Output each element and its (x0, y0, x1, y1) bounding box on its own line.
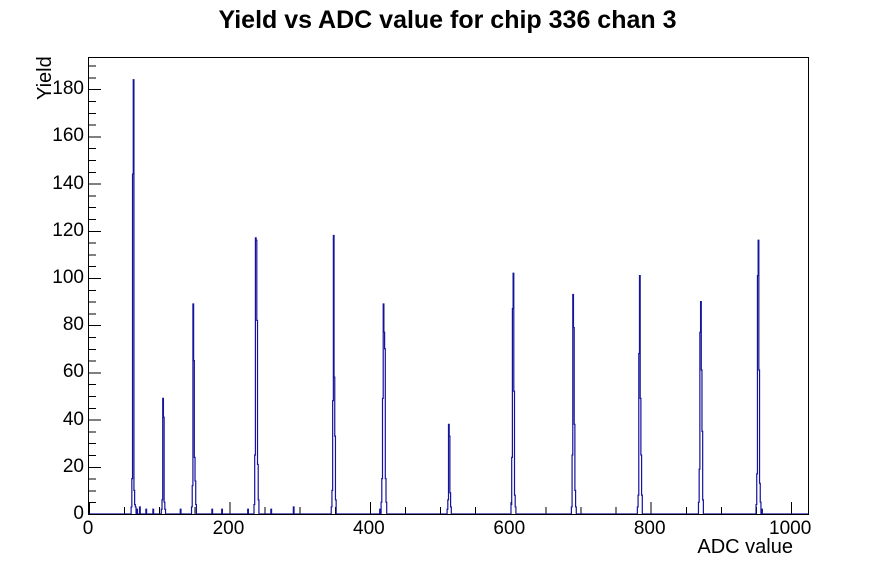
y-tick-label: 40 (62, 408, 84, 430)
y-tick-label: 160 (52, 125, 84, 147)
x-tick-label: 400 (353, 518, 385, 539)
x-tick-label: 600 (493, 518, 526, 539)
x-axis-tick-labels: 0 200 400 600 800 1000 (0, 519, 896, 541)
y-tick-label: 0 (73, 503, 84, 524)
x-axis-title: ADC value (697, 536, 793, 558)
y-tick-label: 100 (52, 266, 84, 288)
x-tick-label: 1000 (769, 518, 812, 539)
histogram-line (89, 79, 808, 514)
y-tick-label: 60 (62, 361, 84, 383)
chart-title: Yield vs ADC value for chip 336 chan 3 (218, 6, 677, 34)
y-tick-label: 80 (62, 314, 84, 336)
y-tick-label: 20 (62, 455, 84, 477)
histogram-svg (89, 65, 808, 514)
y-tick-label: 180 (52, 78, 84, 100)
y-axis-tick-labels: 0 20 40 60 80 100 120 140 160 180 (0, 0, 84, 572)
y-tick-label: 140 (52, 172, 84, 194)
x-tick-label: 800 (633, 518, 666, 539)
x-tick-label: 200 (212, 518, 245, 539)
x-tick-label: 0 (82, 518, 94, 539)
plot-frame (88, 57, 809, 515)
y-tick-label: 120 (52, 219, 84, 241)
